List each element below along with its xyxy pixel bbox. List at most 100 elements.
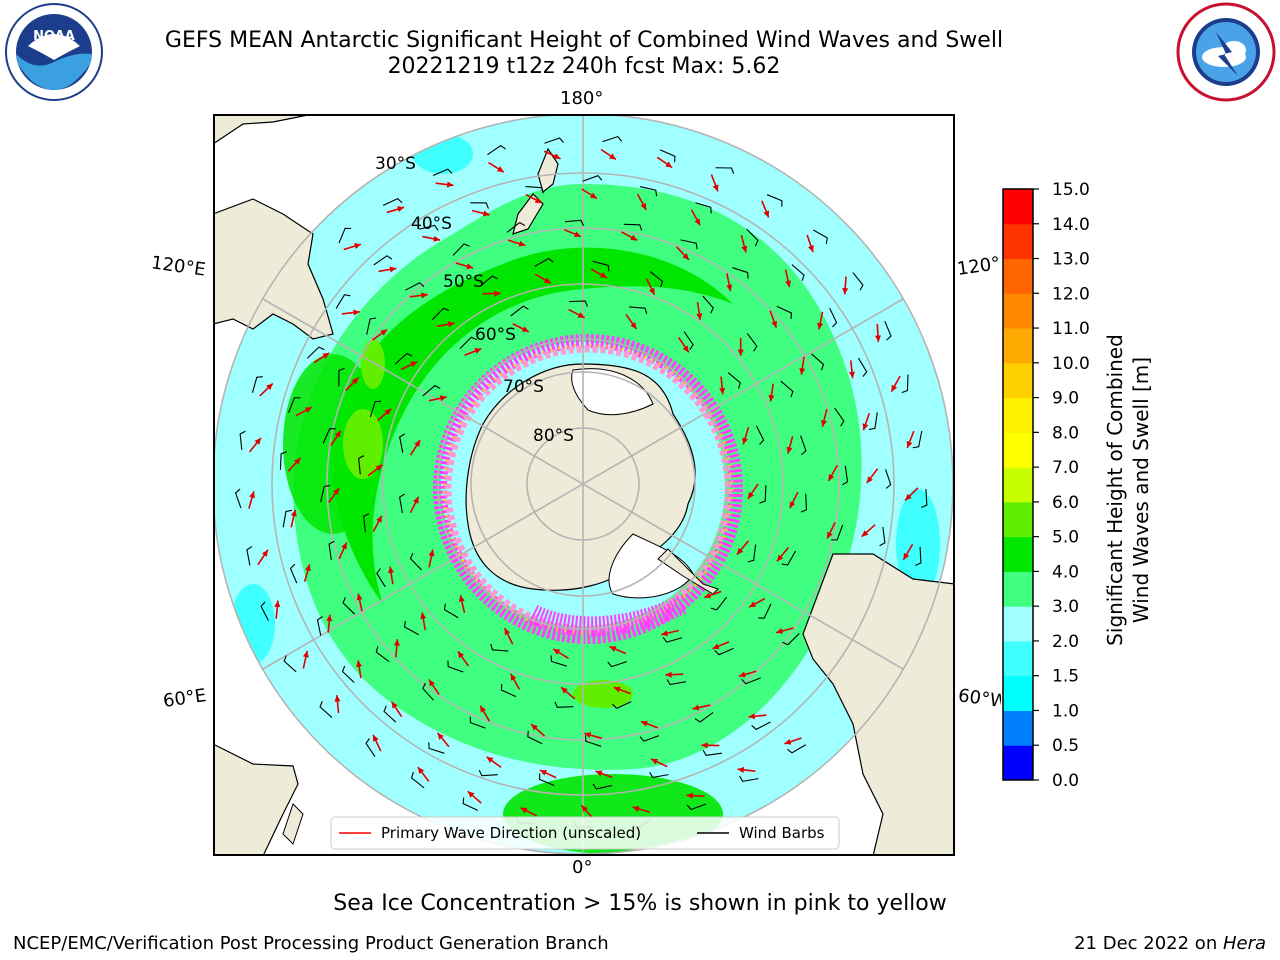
wave-arrowhead xyxy=(648,287,655,295)
wave-arrowhead xyxy=(640,720,648,727)
wind-barb xyxy=(510,305,529,317)
footer-date-prefix: 21 Dec 2022 on xyxy=(1074,933,1223,954)
sea-ice-note: Sea Ice Concentration > 15% is shown in … xyxy=(333,891,947,916)
lon-label-120e: 120°E xyxy=(149,252,207,281)
wave-arrowhead xyxy=(496,166,504,173)
wind-barb xyxy=(666,679,687,686)
lon-label-0: 0° xyxy=(572,857,593,878)
colorbar-swatch xyxy=(1003,606,1033,642)
wind-barb xyxy=(639,735,660,742)
wave-arrowhead xyxy=(737,349,744,356)
wave-arrowhead xyxy=(609,646,617,652)
wave-arrowhead xyxy=(827,531,833,539)
wave-arrowhead xyxy=(521,326,529,332)
wave-arrowhead xyxy=(692,704,700,711)
wave-arrowhead xyxy=(433,235,441,242)
wind-barb xyxy=(776,305,792,319)
wind-barb xyxy=(394,352,413,365)
wave-arrowhead xyxy=(817,322,824,330)
wave-arrowhead xyxy=(665,671,672,678)
wave-arrowhead xyxy=(356,660,363,668)
wind-barb xyxy=(365,738,376,757)
colorbar-tick-label: 7.0 xyxy=(1052,458,1079,478)
colorbar-tick-label: 6.0 xyxy=(1052,493,1079,513)
wind-barb xyxy=(780,380,794,398)
wind-barb xyxy=(564,219,585,227)
wind-barb xyxy=(373,255,393,266)
wind-barb xyxy=(732,267,749,279)
wave-arrowhead xyxy=(293,457,301,465)
wind-barb xyxy=(710,596,728,611)
wind-barb xyxy=(868,412,878,431)
wind-barb xyxy=(403,620,419,636)
wave-arrowhead xyxy=(665,161,673,168)
wind-barb xyxy=(289,563,298,584)
wave-arrowhead xyxy=(543,277,551,284)
wave-arrowhead xyxy=(375,464,383,472)
wind-barb xyxy=(428,742,445,754)
wind-barb xyxy=(422,384,441,397)
wind-barb xyxy=(811,353,825,371)
wind-barb xyxy=(409,552,422,571)
wind-barb xyxy=(800,435,807,456)
wave-arrowhead xyxy=(414,440,421,448)
wind-barb xyxy=(382,197,403,206)
wave-arrowhead xyxy=(351,377,359,385)
wind-barb xyxy=(469,716,486,729)
wave-arrowhead xyxy=(428,549,435,557)
wind-barb xyxy=(741,677,761,685)
wind-barb xyxy=(383,705,397,723)
wave-arrowhead xyxy=(741,245,748,253)
wave-arrowhead xyxy=(742,437,748,445)
wind-barb xyxy=(901,374,909,394)
wave-arrowhead xyxy=(388,566,395,574)
lat-label-80s: 80°S xyxy=(533,426,574,446)
wind-barb xyxy=(539,773,555,787)
colorbar-swatch xyxy=(1003,640,1033,677)
nws-logo xyxy=(1176,2,1276,102)
wind-barb xyxy=(640,186,658,197)
colorbar-swatch xyxy=(1003,745,1033,781)
wave-arrowhead xyxy=(768,394,775,402)
wave-arrowhead xyxy=(356,593,363,601)
wave-arrowhead xyxy=(686,792,693,799)
wave-arrowhead xyxy=(600,272,608,278)
wave-arrowhead xyxy=(391,701,398,709)
wave-arrowhead xyxy=(417,767,425,774)
wave-arrowhead xyxy=(595,770,603,777)
wind-barb xyxy=(715,167,735,174)
wave-arrowhead xyxy=(553,153,561,159)
wind-barb xyxy=(470,202,489,209)
wave-arrowhead xyxy=(776,628,783,634)
wind-barb xyxy=(338,227,352,244)
noaa-logo: NOAA xyxy=(5,3,103,101)
wave-arrowhead xyxy=(789,501,796,509)
wave-arrowhead xyxy=(393,639,400,646)
wave-arrowhead xyxy=(748,713,756,720)
legend-primary-wave: Primary Wave Direction (unscaled) xyxy=(381,824,641,842)
wind-barb xyxy=(813,229,828,244)
colorbar-tick-label: 4.0 xyxy=(1052,562,1079,582)
wave-arrowhead xyxy=(254,437,261,445)
wind-barb xyxy=(260,601,269,621)
wave-arrowhead xyxy=(682,345,689,353)
wave-arrowhead xyxy=(494,290,501,297)
wind-barb xyxy=(884,320,892,341)
wind-barb xyxy=(751,721,771,731)
wind-barb xyxy=(623,223,643,231)
wind-barb xyxy=(800,493,808,513)
wind-barb xyxy=(758,603,772,619)
wind-barb xyxy=(459,336,477,350)
chart-subtitle: 20221219 t12z 240h fcst Max: 5.62 xyxy=(387,54,781,79)
wind-barb xyxy=(831,524,844,541)
wave-arrowhead xyxy=(458,595,465,603)
footer-machine: Hera xyxy=(1222,933,1266,954)
wave-arrowhead xyxy=(520,807,528,814)
wave-arrowhead xyxy=(630,234,638,241)
colorbar-swatch xyxy=(1003,501,1033,538)
wave-arrowhead xyxy=(696,313,703,320)
lat-label-40s: 40°S xyxy=(411,214,452,234)
wave-arrowhead xyxy=(640,202,647,210)
wave-arrowhead xyxy=(821,419,827,427)
wind-barb xyxy=(702,749,722,756)
